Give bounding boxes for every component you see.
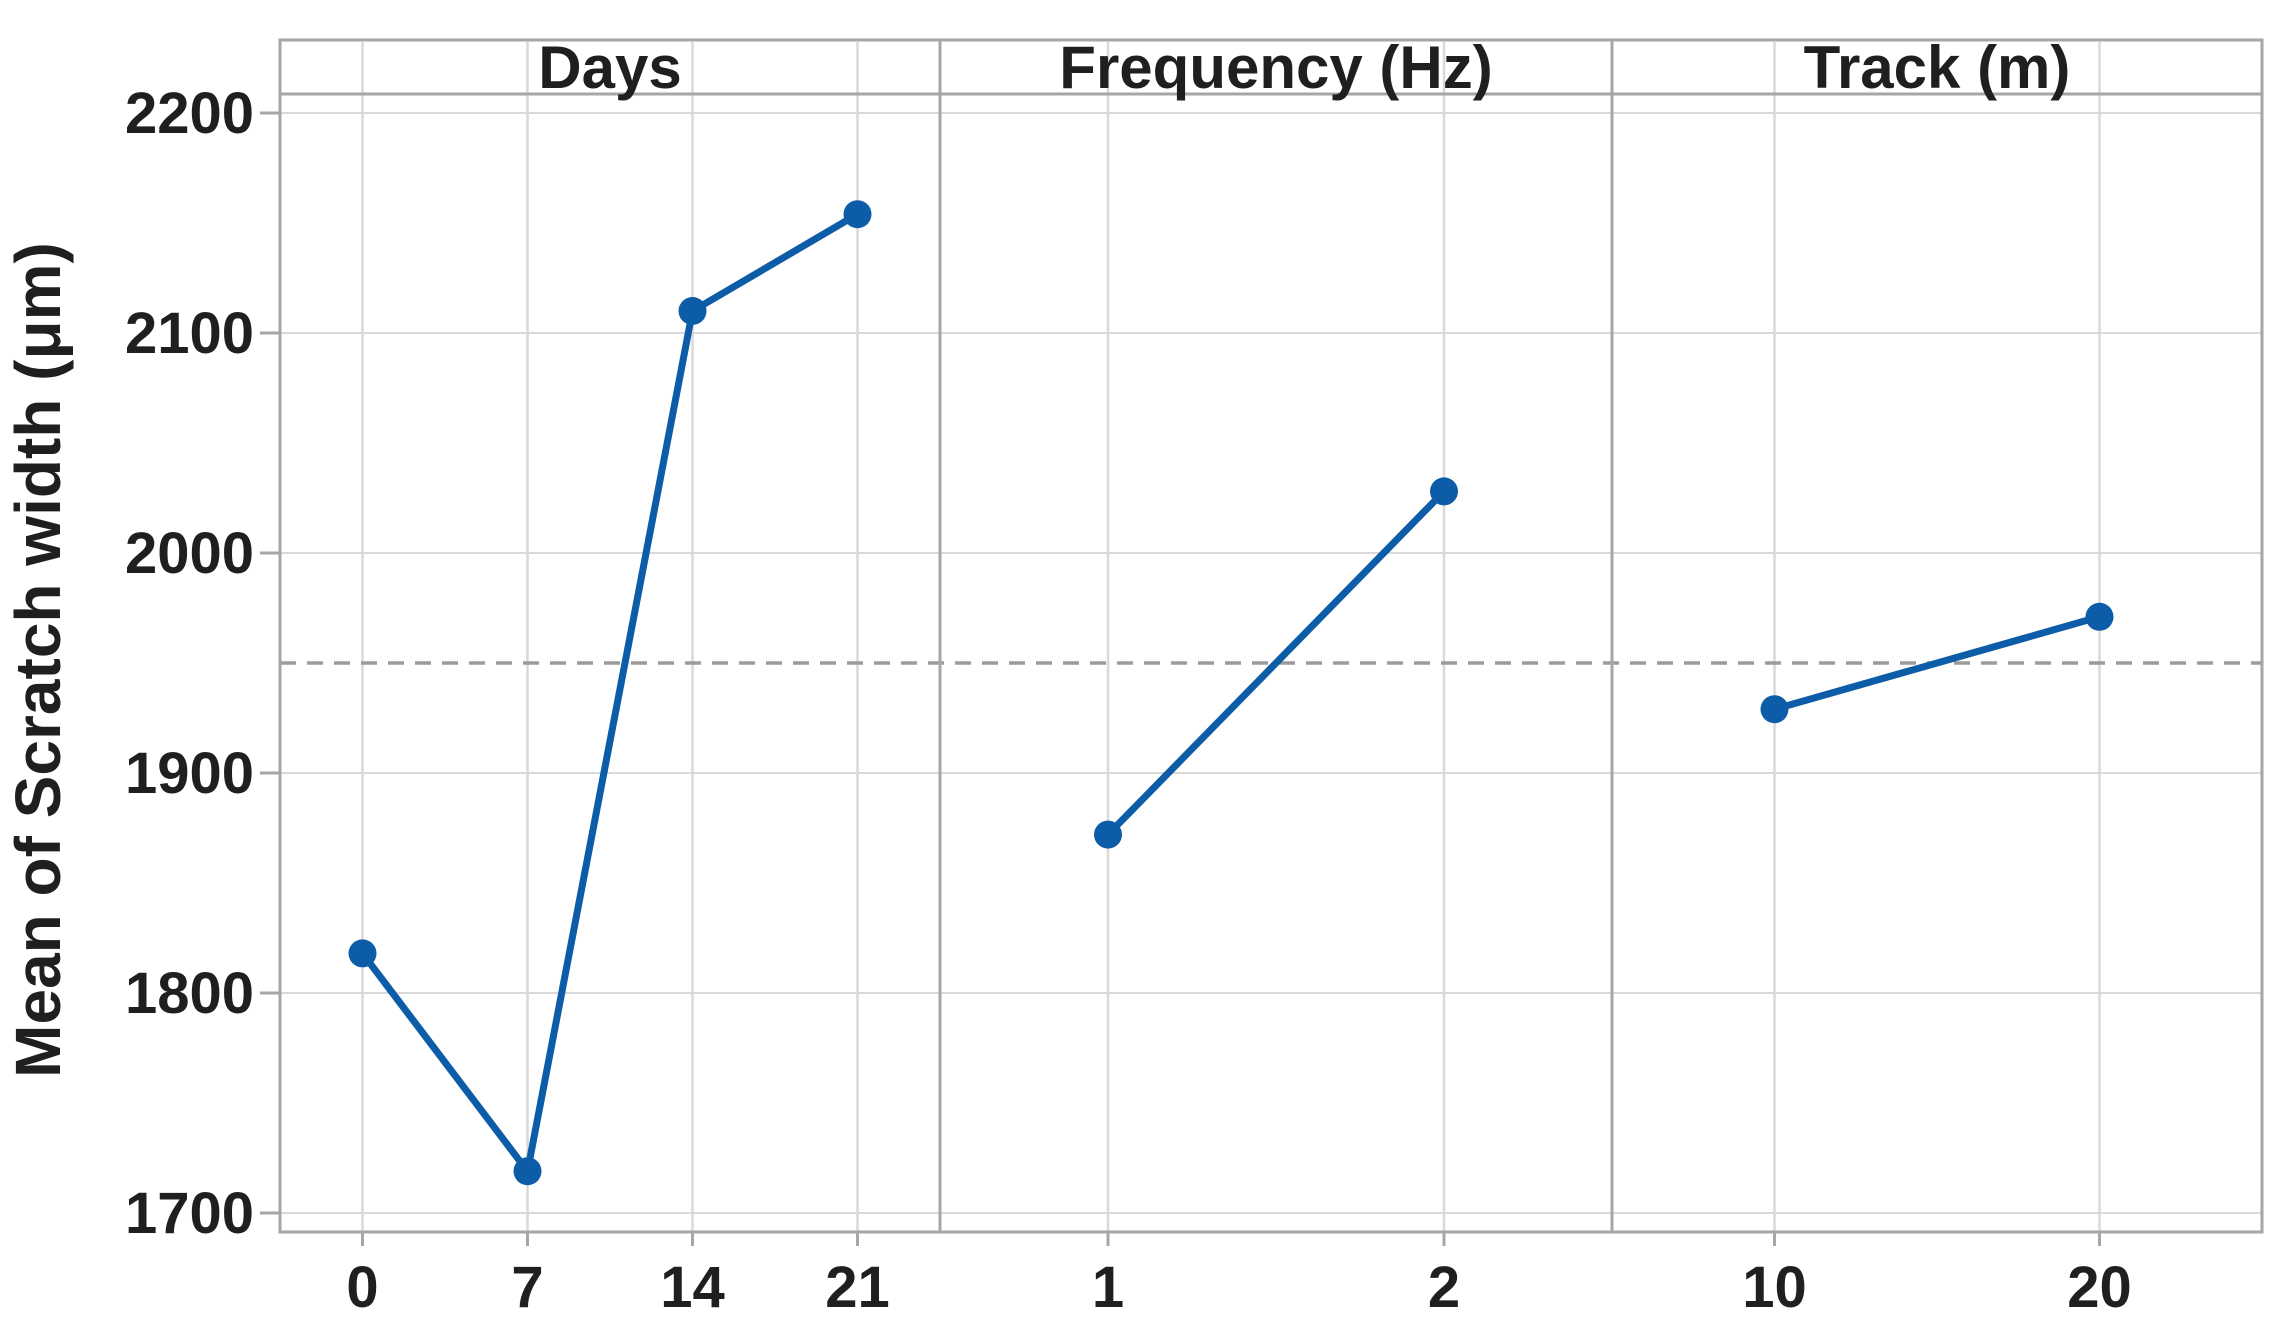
y-tick-label: 1900 bbox=[125, 741, 254, 806]
series-layer bbox=[348, 200, 2114, 1186]
series-line bbox=[359, 210, 861, 1175]
data-point-marker bbox=[513, 1157, 542, 1186]
axis-labels-layer: 1700 1800 1900 2000 2100 2200 0 7 14 21 Days 1 2 Freq… bbox=[125, 34, 2132, 1320]
data-point-marker bbox=[843, 200, 872, 229]
panel-borders-layer bbox=[278, 38, 2264, 1234]
panel-header: Days bbox=[538, 34, 681, 101]
panel-header: Track (m) bbox=[1804, 34, 2071, 101]
x-tick-label: 14 bbox=[660, 1255, 725, 1320]
series-line bbox=[1771, 613, 2103, 713]
data-point-marker bbox=[1094, 820, 1122, 849]
data-point-marker bbox=[2085, 602, 2114, 631]
x-tick-label: 1 bbox=[1092, 1255, 1124, 1320]
data-point-marker bbox=[348, 939, 377, 968]
axis-ticks-layer bbox=[260, 111, 2101, 1246]
x-tick-label: 7 bbox=[511, 1255, 543, 1320]
y-tick-label: 2100 bbox=[125, 301, 254, 366]
x-tick-label: 2 bbox=[1428, 1255, 1460, 1320]
y-axis-title: Mean of Scratch width (μm) bbox=[2, 242, 74, 1078]
y-tick-label: 2000 bbox=[125, 521, 254, 586]
x-tick-label: 20 bbox=[2067, 1255, 2132, 1320]
y-tick-label: 1800 bbox=[125, 961, 254, 1026]
panel-header: Frequency (Hz) bbox=[1059, 34, 1492, 101]
data-point-marker bbox=[1430, 477, 1458, 506]
data-point-marker bbox=[678, 297, 707, 325]
y-tick-label: 1700 bbox=[125, 1181, 254, 1246]
x-tick-label: 21 bbox=[825, 1255, 890, 1320]
y-tick-label: 2200 bbox=[125, 81, 254, 146]
plot-outer-border bbox=[278, 38, 2264, 1234]
x-tick-label: 10 bbox=[1742, 1255, 1807, 1320]
series-line bbox=[1104, 487, 1448, 839]
x-tick-label: 0 bbox=[346, 1255, 378, 1320]
data-point-marker bbox=[1760, 695, 1789, 724]
gridlines-layer bbox=[280, 42, 2262, 1232]
